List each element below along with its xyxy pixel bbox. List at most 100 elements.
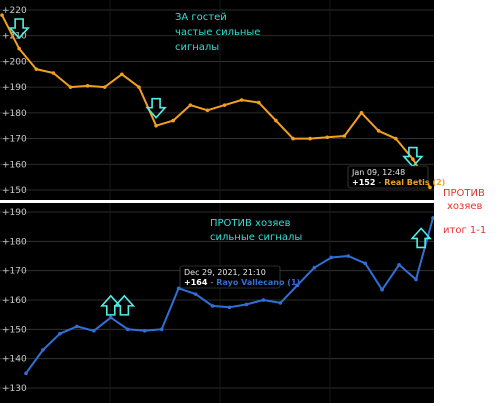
bottom-chart-y-axis: +190 +180 +170 +160 +150 +140 +130 [2,208,27,394]
bottom-tooltip: Dec 29, 2021, 21:10 +164- Rayo Vallecano … [179,265,300,289]
top-data-point [68,85,73,89]
top-data-point [222,103,227,107]
top-data-point [205,108,210,113]
bottom-arrow-up-icon [410,227,432,249]
bottom-data-point [278,301,283,305]
top-arrow-down-icon [402,146,424,168]
bottom-arrow-up-icon [113,294,136,316]
top-tooltip-separator: - [378,178,381,187]
top-arrow-down-icon [145,97,167,119]
top-note-line-3: сигналы [175,42,219,53]
top-y-tick-label: +150 [2,186,27,196]
top-data-point [308,136,312,141]
top-data-point [120,72,124,77]
top-tooltip-line: +152- Real Betis (2) [352,178,445,187]
bottom-y-tick-label: +190 [2,208,27,218]
bottom-data-point [363,261,367,266]
bottom-tooltip-value: +164 [184,278,208,287]
top-data-point [411,157,415,161]
bottom-note-line-1: ПРОТИВ хозяев [210,218,291,229]
top-y-tick-label: +220 [2,6,27,16]
top-chart-y-axis: +220 +210 +200 +190 +180 +170 +160 +150 [2,6,27,196]
side-note-line-1: ПРОТИВ [443,188,485,199]
bottom-note-line-2: сильные сигналы [210,232,302,243]
bottom-data-point [329,255,334,260]
top-data-point [376,129,381,133]
bottom-data-point [193,292,198,296]
top-tooltip-value: +152 [352,178,375,187]
top-note-line-2: частые сильные [175,27,260,38]
top-series-line [1,14,431,188]
bottom-data-point [295,283,300,288]
top-data-point [85,84,90,88]
top-data-point [0,13,4,17]
top-data-point [188,103,193,107]
bottom-data-point [227,305,232,310]
bottom-data-point [414,277,418,282]
bottom-tooltip-date: Dec 29, 2021, 21:10 [184,268,266,277]
bottom-data-point [176,286,181,291]
top-data-point [342,134,347,138]
bottom-arrow-up-icon [99,294,122,316]
top-data-point [137,85,141,89]
top-data-point [102,85,107,89]
top-data-point [34,67,39,71]
bottom-chart-background [0,203,434,403]
side-note-line-2: хозяев [447,201,483,212]
bottom-data-point [397,263,401,267]
top-y-tick-label: +180 [2,109,27,119]
bottom-y-tick-label: +180 [2,237,27,247]
top-data-point [257,100,261,105]
bottom-y-tick-label: +150 [2,325,27,335]
bottom-chart-arrows [99,227,432,316]
top-data-point [359,111,364,115]
bottom-data-point [58,331,62,336]
top-y-tick-label: +160 [2,160,27,170]
top-data-point [291,136,295,141]
top-chart: +220 +210 +200 +190 +180 +170 +160 +150 ЗА гост… [0,0,445,200]
top-arrow-down-icon [8,18,30,40]
bottom-tooltip-separator: - [210,278,213,287]
top-note-line-1: ЗА гостей [175,12,227,23]
top-chart-arrows [8,18,424,168]
top-tooltip-date: Jan 09, 12:48 [351,168,405,177]
bottom-y-tick-label: +140 [2,355,27,365]
bottom-data-point [261,298,266,302]
top-data-point [393,136,398,141]
top-data-point [17,46,21,51]
bottom-chart: +190 +180 +170 +160 +150 +140 +130 ПРОТИВ хозя… [0,203,434,403]
bottom-chart-series [24,216,434,376]
bottom-data-point [210,304,215,308]
bottom-tooltip-name: Rayo Vallecano (1) [216,278,300,287]
top-y-tick-label: +200 [2,57,27,67]
bottom-y-tick-label: +130 [2,384,27,394]
top-tooltip-box [347,165,429,189]
top-y-tick-label: +170 [2,135,27,145]
top-y-tick-label: +210 [2,32,27,42]
top-data-point [154,123,158,128]
bottom-tooltip-line: +164- Rayo Vallecano (1) [184,278,300,287]
bottom-data-point [41,348,45,352]
bottom-data-point [75,324,79,329]
bottom-data-point [24,371,28,376]
bottom-data-point [380,287,384,292]
top-chart-series [0,13,432,190]
bottom-data-point [244,302,249,307]
bottom-y-tick-label: +160 [2,296,27,306]
bottom-data-point [92,329,96,333]
bottom-data-point [346,254,351,258]
side-note-line-3: итог 1-1 [443,225,486,236]
top-data-point [428,185,432,190]
bottom-y-tick-label: +170 [2,267,27,277]
bottom-data-point [312,265,317,270]
bottom-data-point [125,327,130,332]
bottom-data-point [431,216,434,220]
top-tooltip-name: Real Betis (2) [384,178,445,187]
top-chart-gridlines [0,0,434,200]
top-data-point [171,118,175,123]
top-data-point [274,118,278,123]
bottom-data-point [108,315,113,320]
top-data-point [325,135,330,140]
bottom-tooltip-box [179,265,281,289]
bottom-data-point [142,329,147,333]
